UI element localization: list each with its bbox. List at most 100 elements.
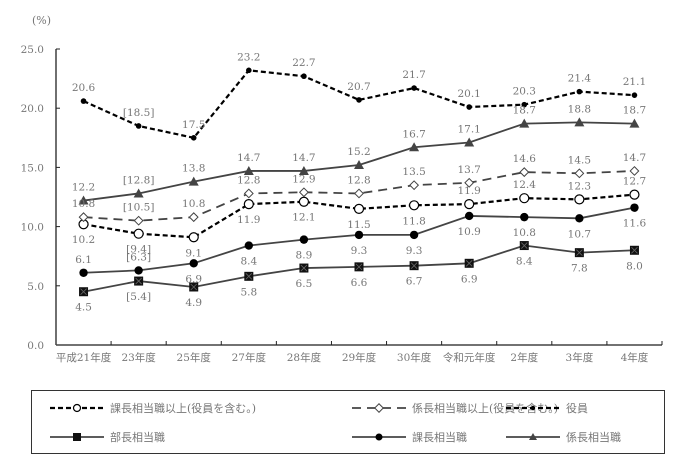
- series-line: [78, 117, 640, 205]
- data-label: 17.5: [182, 119, 205, 131]
- data-label: 16.7: [402, 128, 425, 140]
- data-label: 22.7: [292, 57, 315, 69]
- data-point: [354, 188, 364, 199]
- data-point: [78, 212, 89, 223]
- data-label: 9.3: [351, 245, 368, 257]
- dashed-open-diamond-line-icon: [352, 403, 406, 413]
- y-tick-label: 15.0: [21, 162, 44, 174]
- data-label: 15.2: [347, 146, 370, 158]
- data-point: [301, 73, 307, 80]
- solid-triangle-line-icon: [506, 433, 560, 440]
- data-label: 14.7: [292, 152, 315, 164]
- data-labels: 10.2 [9.4] 9.1 11.9 12.1 11.5 11.8 11.9 12.4 12.3…: [72, 51, 647, 313]
- data-point: [299, 235, 309, 244]
- y-tick-label: 10.0: [21, 222, 44, 234]
- data-point: [409, 142, 420, 152]
- chart-series: [78, 67, 640, 297]
- y-tick-label: 5.0: [27, 281, 44, 293]
- data-label: 5.8: [240, 286, 257, 298]
- data-point: [190, 135, 197, 141]
- y-tick-label: 25.0: [21, 44, 44, 56]
- x-tick-label: 令和元年度: [443, 351, 496, 364]
- data-point: [466, 104, 472, 110]
- series-line: [78, 189, 640, 243]
- data-point: [629, 166, 640, 176]
- data-label: 7.8: [571, 263, 588, 275]
- data-point: [409, 230, 419, 240]
- data-point: [354, 160, 364, 170]
- y-tick-label: 20.0: [21, 103, 44, 115]
- data-point: [133, 188, 144, 198]
- data-label: 8.0: [626, 260, 643, 272]
- data-label: [18.5]: [123, 107, 155, 119]
- data-point: [464, 199, 475, 210]
- data-label: [5.4]: [126, 291, 151, 303]
- data-point: [574, 194, 585, 205]
- solid-square-line-icon: [50, 433, 104, 441]
- series-line: [78, 166, 640, 226]
- data-label: 6.9: [461, 273, 478, 285]
- y-unit-label: (%): [32, 14, 51, 27]
- dashed-open-circle-line-icon: [50, 403, 104, 413]
- data-label: 11.9: [237, 214, 260, 226]
- data-label: 4.5: [75, 302, 92, 314]
- data-label: 11.8: [402, 215, 425, 227]
- data-point: [408, 200, 420, 211]
- x-tick-label: 29年度: [342, 351, 377, 364]
- data-label: 4.9: [185, 297, 202, 309]
- data-label: 18.8: [568, 103, 591, 115]
- data-point: [519, 193, 530, 204]
- data-label: [12.8]: [123, 174, 155, 186]
- data-label: 21.7: [402, 69, 425, 81]
- data-label: 8.9: [296, 250, 313, 262]
- data-point: [188, 232, 199, 243]
- x-tick-label: 30年度: [397, 351, 432, 364]
- data-label: 6.7: [406, 276, 423, 288]
- data-label: 12.2: [72, 182, 95, 194]
- data-point: [576, 88, 583, 95]
- data-label: 12.7: [623, 176, 646, 188]
- data-point: [629, 189, 640, 200]
- data-point: [574, 168, 585, 179]
- data-label: 14.5: [568, 154, 591, 166]
- data-label: 23.2: [237, 51, 260, 63]
- data-point: [133, 228, 144, 239]
- data-label: 12.3: [568, 180, 591, 192]
- data-label: 6.1: [75, 254, 92, 266]
- legend-item-kakaricho: 係長相当職: [504, 429, 621, 445]
- data-label: 12.1: [292, 212, 315, 224]
- legend-label: 役員: [566, 402, 588, 415]
- data-label: 18.7: [513, 105, 536, 117]
- data-label: 9.3: [406, 245, 423, 257]
- data-point: [464, 137, 475, 147]
- data-label: 10.7: [568, 228, 591, 240]
- data-point: [354, 230, 364, 240]
- data-point: [464, 211, 474, 221]
- x-tick-label: 25年度: [177, 351, 212, 364]
- data-label: 10.2: [72, 234, 95, 246]
- data-label: 20.1: [457, 88, 480, 100]
- data-label: 13.5: [402, 166, 425, 178]
- data-point: [298, 187, 309, 198]
- data-point: [188, 176, 199, 186]
- data-label: 6.9: [185, 273, 202, 285]
- data-point: [630, 203, 639, 212]
- series-line: [80, 67, 638, 141]
- data-label: 21.4: [568, 73, 592, 85]
- legend-label: 係長相当職: [566, 431, 621, 444]
- legend-item-yakuin: 役員: [504, 400, 588, 416]
- data-label: 10.8: [513, 227, 536, 239]
- data-label: 9.1: [185, 247, 202, 259]
- data-point: [243, 165, 254, 175]
- data-point: [464, 177, 475, 188]
- data-label: 13.8: [182, 163, 205, 175]
- data-label: 10.8: [72, 198, 95, 210]
- data-label: 20.7: [347, 81, 370, 93]
- x-tick-label: 3年度: [566, 351, 594, 364]
- data-point: [80, 98, 87, 104]
- data-point: [79, 268, 88, 277]
- data-label: [10.5]: [123, 202, 155, 214]
- legend-item-kacho-ijo: 課長相当職以上(役員を含む。): [48, 400, 256, 416]
- data-label: 18.7: [623, 105, 646, 117]
- line-chart: (%) 0.0 5.0 10.0 15.0 20.0 25.0 平成21年度 23年度 25年度 2…: [21, 14, 663, 364]
